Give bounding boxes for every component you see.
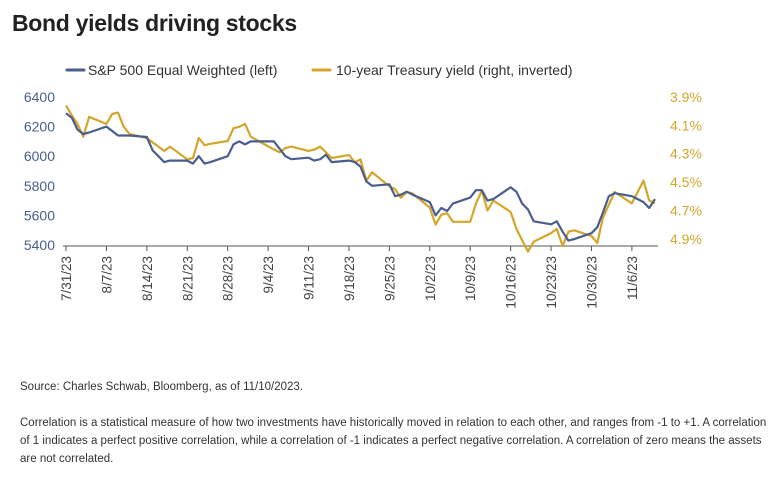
- legend: S&P 500 Equal Weighted (left) 10-year Tr…: [65, 62, 573, 78]
- y-left-tick-label: 5600: [24, 207, 55, 223]
- x-tick-label: 9/11/23: [302, 256, 317, 300]
- source-note: Source: Charles Schwab, Bloomberg, as of…: [20, 381, 303, 393]
- x-tick-label: 11/6/23: [625, 256, 640, 300]
- x-tick-label: 8/7/23: [99, 256, 114, 294]
- x-tick-label: 9/25/23: [382, 256, 397, 301]
- x-axis: 7/31/23 8/7/23 8/14/23 8/21/23 8/28/23 9/4/23…: [59, 246, 640, 309]
- x-tick-label: 10/16/23: [504, 256, 519, 309]
- y-right-tick-label: 4.5%: [670, 174, 702, 190]
- y-left-tick-label: 5800: [24, 178, 55, 194]
- y-left-tick-label: 6200: [24, 119, 55, 135]
- y-right-tick-label: 4.7%: [670, 202, 702, 218]
- y-left-tick-label: 5400: [24, 237, 55, 253]
- y-right-tick-label: 4.9%: [670, 231, 702, 247]
- chart-title: Bond yields driving stocks: [12, 10, 297, 36]
- legend-label-treasury: 10-year Treasury yield (right, inverted): [336, 62, 573, 78]
- x-tick-label: 10/30/23: [584, 256, 599, 309]
- series-line-sp500: [65, 112, 656, 242]
- y-right-tick-label: 4.3%: [670, 146, 702, 162]
- y-right-tick-label: 4.1%: [670, 117, 702, 133]
- x-tick-label: 8/28/23: [221, 256, 236, 301]
- x-tick-label: 8/21/23: [180, 256, 195, 301]
- x-tick-label: 10/23/23: [544, 256, 559, 309]
- series-line-treasury: [65, 104, 656, 253]
- x-tick-label: 10/2/23: [423, 256, 438, 301]
- y-right-tick-label: 3.9%: [670, 89, 702, 105]
- legend-label-sp500: S&P 500 Equal Weighted (left): [88, 62, 277, 78]
- x-tick-label: 10/9/23: [463, 256, 478, 301]
- x-tick-label: 7/31/23: [59, 256, 74, 301]
- y-left-tick-label: 6400: [24, 89, 55, 105]
- y-axis-left: 6400 6200 6000 5800 5600 5400: [24, 89, 55, 253]
- y-left-tick-label: 6000: [24, 148, 55, 164]
- x-tick-label: 8/14/23: [140, 256, 155, 301]
- x-tick-label: 9/18/23: [342, 256, 357, 301]
- correlation-note: Correlation is a statistical measure of …: [20, 417, 767, 465]
- line-chart: S&P 500 Equal Weighted (left) 10-year Tr…: [24, 62, 702, 309]
- x-tick-label: 9/4/23: [261, 256, 276, 294]
- y-axis-right: 3.9% 4.1% 4.3% 4.5% 4.7% 4.9%: [670, 89, 702, 247]
